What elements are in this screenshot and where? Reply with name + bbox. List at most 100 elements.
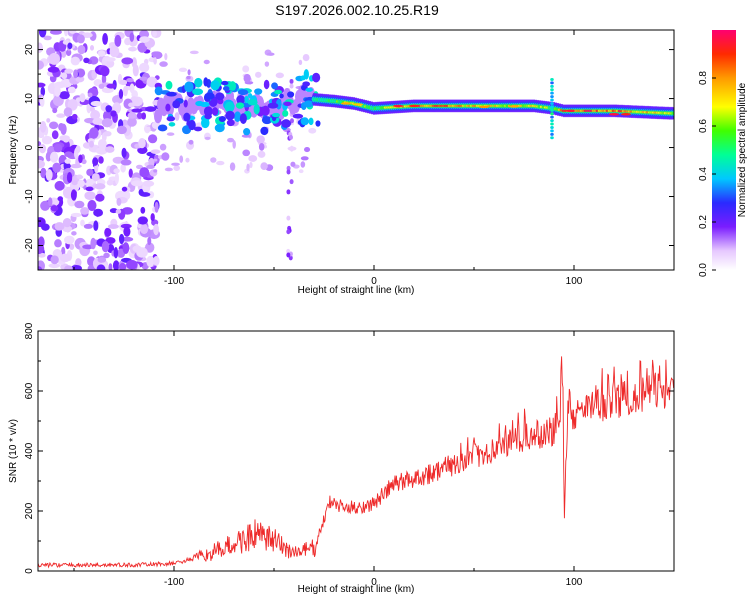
noise-cell (145, 106, 157, 112)
noise-cell (121, 186, 128, 192)
noise-cell (147, 236, 152, 246)
ridge-cell (192, 88, 204, 96)
noise-cell (227, 137, 235, 143)
noise-cell (52, 107, 58, 114)
ridge-cell (308, 117, 314, 126)
ridge-cell (168, 122, 176, 127)
noise-cell (132, 64, 139, 77)
noise-cell (119, 79, 128, 86)
ridge-peak (565, 109, 575, 113)
colorbar-label: Normalized spectral amplitude (737, 82, 748, 217)
noise-cell (67, 86, 76, 94)
noise-cell (229, 162, 236, 171)
noise-cell (139, 30, 150, 39)
noise-cell (116, 197, 122, 206)
ridge-peak (621, 113, 631, 116)
noise-cell (128, 102, 136, 108)
ridge-cell (166, 116, 176, 122)
noise-cell (98, 83, 105, 89)
noise-cell (114, 34, 122, 47)
noise-cell (85, 186, 94, 192)
snr-plot-area (38, 331, 674, 571)
noise-cell (112, 260, 120, 270)
ridge-halo (154, 109, 162, 124)
noise-cell (78, 154, 83, 164)
noise-cell (67, 98, 78, 111)
ridge-cell (243, 128, 251, 136)
noise-cell (161, 152, 170, 161)
noise-cell (141, 112, 147, 120)
noise-cell (92, 157, 99, 166)
noise-cell (179, 155, 184, 163)
ridge-cell (279, 93, 284, 99)
noise-cell (241, 134, 251, 138)
noise-cell (137, 42, 148, 53)
noise-cell (38, 266, 43, 270)
noise-cell (121, 57, 134, 65)
noise-cell (308, 127, 317, 134)
noise-cell (105, 237, 116, 244)
ridge-cell (183, 112, 191, 122)
noise-cell (54, 85, 61, 97)
noise-cell (63, 30, 69, 37)
noise-cell (103, 252, 110, 259)
snr-y-label: SNR (10 * v/v) (8, 419, 19, 483)
ridge-cell (203, 77, 209, 87)
noise-cell (135, 164, 143, 170)
noise-cell (203, 59, 210, 65)
noise-cell (86, 168, 94, 177)
noise-cell (121, 147, 127, 158)
noise-cell (57, 196, 64, 202)
ridge-cell (183, 99, 188, 108)
noise-cell (48, 52, 61, 65)
noise-cell (286, 252, 291, 258)
noise-cell (150, 213, 155, 222)
noise-cell (59, 91, 70, 100)
noise-cell (232, 140, 236, 149)
noise-cell (38, 141, 42, 147)
noise-cell (113, 247, 119, 259)
snr-x-label: Height of straight line (km) (298, 584, 415, 595)
noise-cell (45, 151, 52, 162)
ridge-cell (203, 106, 213, 117)
ridge-break (550, 98, 554, 102)
ridge-break (550, 129, 554, 133)
noise-cell (275, 72, 284, 79)
noise-cell (106, 83, 116, 89)
ridge-peak (353, 103, 363, 106)
noise-cell (81, 159, 87, 165)
noise-cell (76, 174, 83, 180)
y-tick-label: 800 (24, 322, 35, 339)
noise-cell (47, 66, 60, 73)
noise-cell (56, 113, 66, 118)
noise-cell (129, 32, 135, 42)
noise-cell (166, 132, 175, 136)
noise-cell (216, 160, 225, 166)
noise-cell (53, 143, 63, 153)
ridge-cell (204, 113, 212, 120)
spectrogram-y-label: Frequency (Hz) (8, 116, 19, 185)
noise-cell (148, 191, 155, 199)
noise-cell (66, 172, 73, 184)
noise-cell (108, 42, 117, 47)
noise-cell (102, 33, 108, 45)
noise-cell (68, 30, 77, 34)
noise-cell (41, 223, 50, 231)
y-tick-label: -20 (24, 238, 35, 253)
colorbar-ticks: 0.0 0.2 0.4 0.6 0.8 (698, 71, 716, 277)
ridge-cell (271, 112, 281, 118)
x-tick-label: 100 (566, 577, 583, 588)
noise-cell (164, 167, 173, 172)
noise-cell (93, 208, 104, 217)
ridge-cell (281, 119, 291, 128)
noise-cell (38, 144, 47, 154)
noise-cell (75, 75, 85, 83)
noise-cell (92, 117, 104, 125)
ridge-cell (305, 87, 314, 92)
noise-cell (114, 172, 119, 185)
ridge-break (550, 112, 554, 116)
noise-cell (300, 161, 306, 168)
ridge-cell (283, 101, 292, 107)
noise-cell (127, 117, 137, 127)
noise-cell (50, 30, 62, 35)
